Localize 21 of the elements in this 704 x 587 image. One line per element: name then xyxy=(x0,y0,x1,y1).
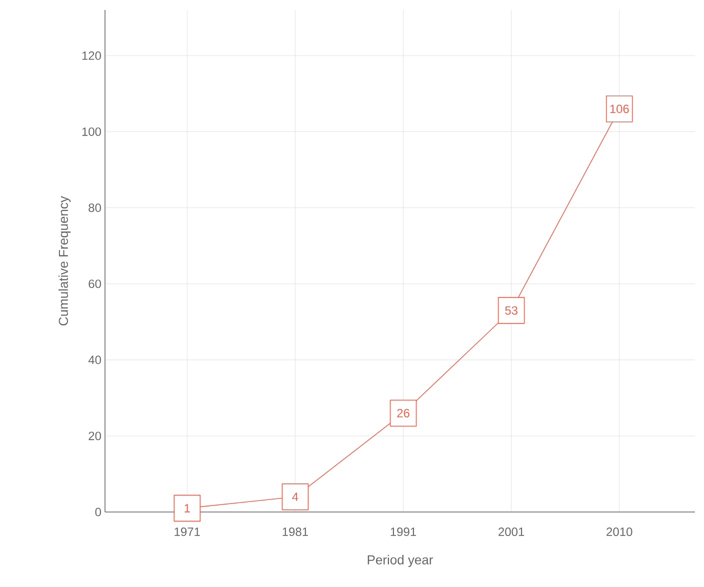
y-tick-label: 120 xyxy=(82,51,101,60)
x-tick-label: 1991 xyxy=(390,528,416,536)
point xyxy=(282,483,309,510)
y-axis-title: Cumulative Frequency xyxy=(58,196,71,326)
data-label: 1 xyxy=(184,504,190,512)
y-tick-label: 20 xyxy=(88,432,102,440)
x-tick-label: 1971 xyxy=(174,528,200,536)
y-tick-label: 40 xyxy=(88,356,102,364)
x-tick-label: 1981 xyxy=(282,528,308,536)
data-label: 106 xyxy=(610,104,629,114)
point xyxy=(174,494,201,522)
y-tick-label: 100 xyxy=(82,127,101,136)
x-tick-label: 2010 xyxy=(606,528,632,536)
x-axis-title: Period year xyxy=(368,554,433,568)
y-tick-label: 60 xyxy=(88,280,102,288)
y-tick-label: 0 xyxy=(95,508,102,516)
x-tick-label: 2001 xyxy=(498,528,524,536)
data-label: 26 xyxy=(397,408,410,418)
data-label: 53 xyxy=(505,306,518,315)
data-label: 4 xyxy=(292,492,298,501)
y-tick-label: 80 xyxy=(88,204,102,212)
